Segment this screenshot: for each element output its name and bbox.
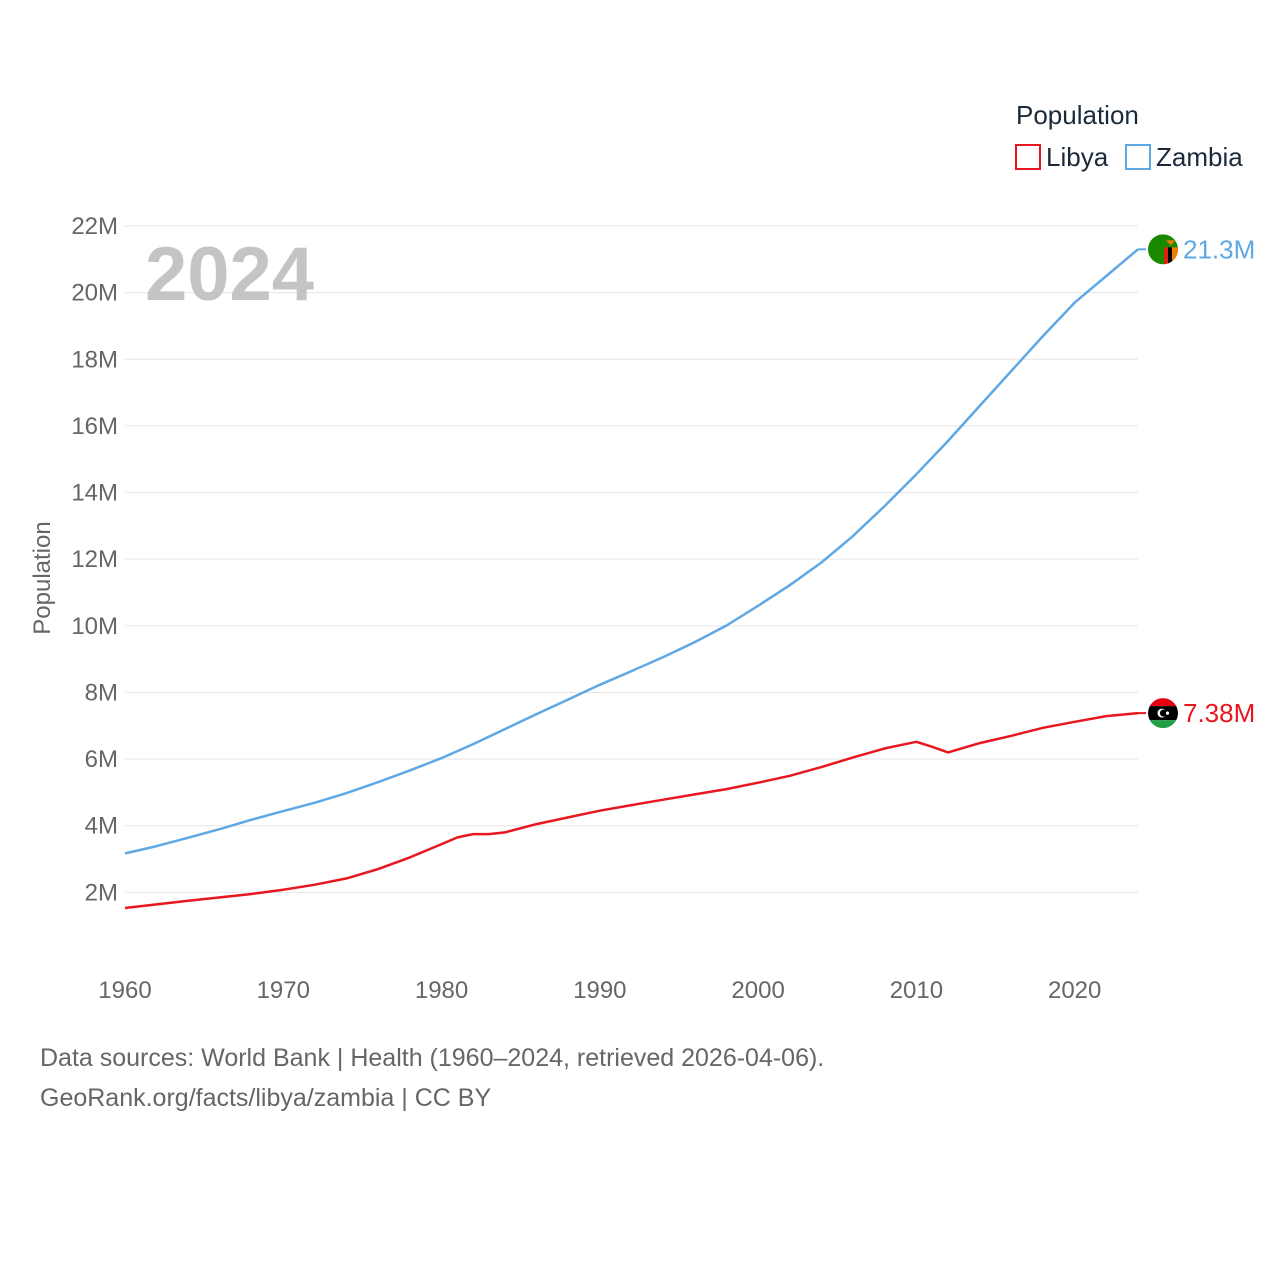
- x-tick-label: 1980: [415, 977, 468, 1004]
- y-tick-label: 22M: [71, 213, 118, 240]
- y-tick-label: 4M: [85, 813, 118, 840]
- x-tick-label: 2020: [1048, 977, 1101, 1004]
- y-tick-label: 14M: [71, 480, 118, 507]
- legend-item-zambia[interactable]: Zambia: [1125, 142, 1243, 172]
- legend-label-libya: Libya: [1046, 142, 1109, 172]
- x-tick-label: 2000: [731, 977, 784, 1004]
- data-source-note: Data sources: World Bank | Health (1960–…: [40, 1044, 825, 1072]
- legend-label-zambia: Zambia: [1156, 142, 1243, 172]
- legend-swatch-zambia: [1125, 144, 1151, 170]
- series-line-zambia[interactable]: [124, 248, 1139, 855]
- year-label: 2024: [145, 232, 314, 317]
- y-tick-label: 6M: [85, 746, 118, 773]
- y-tick-label: 8M: [85, 679, 118, 706]
- y-axis-ticks: 2M 4M 6M 8M 10M 12M 14M 16M 18M 20M 22M: [71, 213, 118, 906]
- end-labels: 7.38M 21.3M: [1138, 234, 1255, 729]
- y-tick-label: 20M: [71, 280, 118, 307]
- legend-item-libya[interactable]: Libya: [1015, 142, 1109, 172]
- x-tick-label: 2010: [890, 977, 943, 1004]
- attribution-link[interactable]: GeoRank.org/facts/libya/zambia | CC BY: [40, 1084, 492, 1112]
- y-tick-label: 16M: [71, 413, 118, 440]
- legend: Population Libya Zambia: [1015, 100, 1243, 172]
- y-tick-label: 2M: [85, 879, 118, 906]
- legend-swatch-libya: [1015, 144, 1041, 170]
- end-value-label-zambia: 21.3M: [1183, 234, 1255, 264]
- legend-title: Population: [1016, 100, 1139, 130]
- zambia-flag-icon: [1148, 234, 1178, 265]
- y-axis-title: Population: [29, 521, 56, 634]
- y-tick-label: 10M: [71, 613, 118, 640]
- libya-flag-icon: [1148, 698, 1178, 729]
- x-tick-label: 1990: [573, 977, 626, 1004]
- x-axis-ticks: 1960 1970 1980 1990 2000 2010 2020: [98, 977, 1101, 1004]
- series-lines: [124, 248, 1139, 910]
- y-tick-label: 18M: [71, 346, 118, 373]
- x-tick-label: 1960: [98, 977, 151, 1004]
- y-tick-label: 12M: [71, 546, 118, 573]
- x-tick-label: 1970: [257, 977, 310, 1004]
- gridlines: [125, 225, 1138, 893]
- end-value-label-libya: 7.38M: [1183, 698, 1255, 728]
- series-line-libya[interactable]: [124, 711, 1139, 910]
